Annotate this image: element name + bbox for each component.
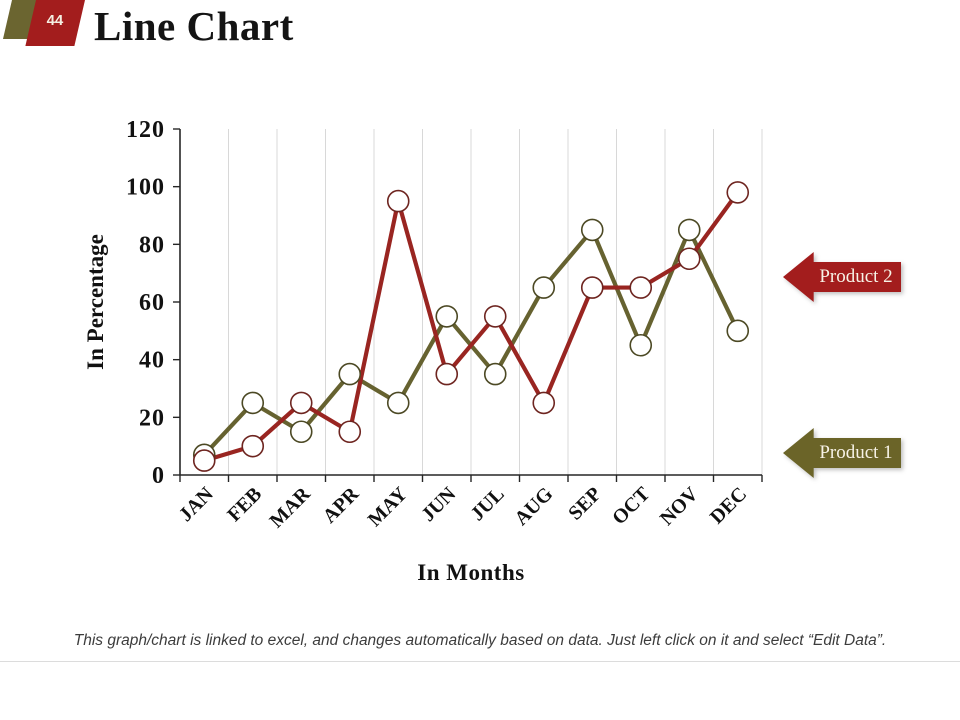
marker-product-2	[726, 181, 750, 204]
marker-product-2	[192, 449, 216, 472]
y-tick-label: 40	[139, 348, 165, 374]
y-tick-label: 20	[139, 405, 165, 431]
marker-product-1	[289, 420, 313, 444]
x-axis-title: In Months	[417, 560, 524, 585]
x-tick-label: MAY	[364, 483, 412, 531]
marker-product-1	[580, 218, 604, 242]
marker-product-2	[483, 305, 507, 328]
marker-product-2	[338, 420, 362, 444]
x-tick-label: JUN	[417, 483, 460, 526]
x-tick-label: SEP	[564, 483, 605, 524]
x-tick-label: DEC	[706, 483, 751, 528]
marker-product-1	[483, 362, 507, 386]
marker-product-1	[629, 333, 653, 357]
legend-label-product-1: Product 1	[819, 442, 893, 463]
marker-product-2	[580, 276, 604, 299]
x-tick-label: MAR	[265, 483, 315, 533]
marker-product-2	[677, 247, 701, 271]
marker-product-2	[386, 189, 410, 213]
y-tick-label: 0	[152, 463, 165, 489]
marker-product-2	[289, 391, 313, 415]
y-axis-title: In Percentage	[83, 234, 108, 370]
line-chart-canvas: 0 20 40 60 80 100 120 JAN FEB MAR APR MAY JUN JUL AUG S…	[83, 117, 763, 585]
marker-product-1	[435, 305, 459, 328]
y-tick-label: 80	[139, 232, 165, 258]
marker-product-1	[532, 276, 556, 299]
marker-product-1	[241, 391, 265, 415]
x-tick-label: JUL	[467, 483, 509, 525]
legend-arrow-shape-product-2: Product 2	[783, 252, 901, 302]
legend-label-product-2: Product 2	[819, 266, 893, 287]
marker-product-2	[241, 434, 265, 458]
footer-divider	[0, 661, 960, 662]
x-tick-label: JAN	[175, 483, 218, 526]
legend-arrow-shape-product-1: Product 1	[783, 428, 901, 478]
y-tick-label: 100	[126, 175, 165, 201]
line-chart[interactable]: 0 20 40 60 80 100 120 JAN FEB MAR APR MAY JUN JUL AUG S…	[0, 90, 960, 620]
footer-note: This graph/chart is linked to excel, and…	[73, 632, 887, 649]
marker-product-2	[435, 362, 459, 386]
x-tick-label: OCT	[608, 483, 655, 530]
page-title: Line Chart	[94, 3, 294, 49]
accent-shape-red: 44	[25, 0, 85, 46]
x-tick-label: AUG	[510, 483, 557, 530]
x-tick-label: FEB	[223, 483, 266, 526]
x-tick-label: NOV	[656, 483, 703, 530]
legend-arrow-product-1: Product 1	[783, 428, 901, 478]
marker-product-2	[532, 391, 556, 415]
marker-product-1	[338, 362, 362, 386]
y-tick-label: 120	[126, 117, 165, 143]
marker-product-1	[726, 319, 750, 343]
slide-number: 44	[46, 11, 64, 29]
marker-product-2	[629, 276, 653, 299]
marker-product-1	[677, 218, 701, 242]
x-tick-label: APR	[319, 483, 364, 528]
y-tick-label: 60	[139, 290, 165, 316]
marker-product-1	[386, 391, 410, 415]
legend-arrow-product-2: Product 2	[783, 252, 901, 302]
